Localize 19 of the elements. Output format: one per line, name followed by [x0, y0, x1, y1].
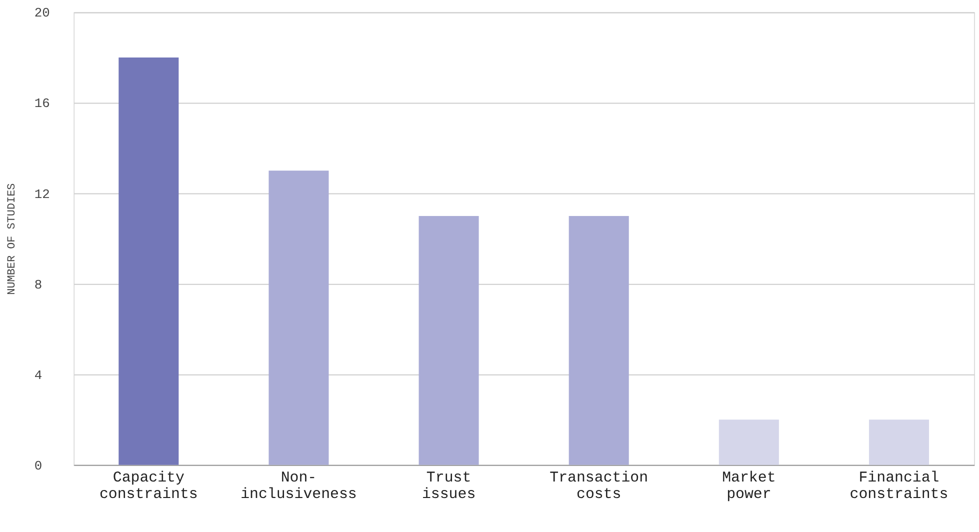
y-tick-label: 16	[34, 96, 50, 112]
x-tick-label: Market power	[722, 470, 776, 504]
bar	[418, 216, 479, 465]
x-tick-label: Transaction costs	[550, 470, 648, 504]
x-tick-label: Capacity constraints	[99, 470, 198, 504]
y-axis-title: NUMBER OF STUDIES	[6, 182, 18, 295]
y-tick-label: 0	[34, 458, 42, 474]
x-tick-label: Non- inclusiveness	[240, 470, 357, 504]
bar	[718, 420, 779, 465]
bar	[568, 216, 629, 465]
y-tick-label: 20	[34, 6, 50, 21]
bar	[868, 420, 930, 465]
x-tick-label: Trust issues	[422, 470, 476, 504]
bar	[268, 170, 329, 465]
y-tick-label: 12	[34, 186, 50, 202]
y-tick-label: 8	[34, 277, 42, 292]
y-tick-label: 4	[34, 368, 42, 383]
bar	[118, 58, 179, 465]
x-tick-label: Financial constraints	[850, 470, 948, 504]
